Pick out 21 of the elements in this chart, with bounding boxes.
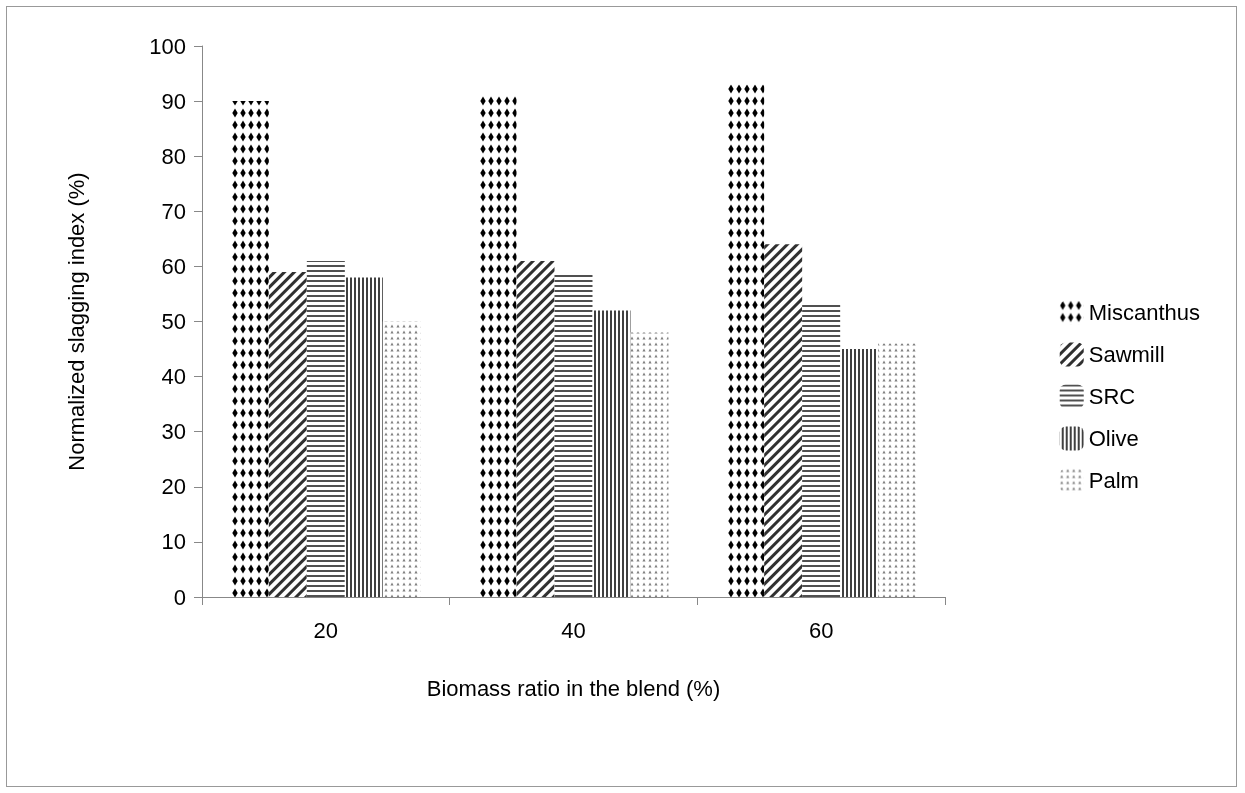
y-tick-label: 100 (149, 33, 186, 59)
y-tick-label: 0 (173, 584, 186, 610)
x-tick-label: 20 (313, 617, 339, 643)
y-tick-label: 90 (161, 88, 186, 114)
y-tick-label: 60 (161, 253, 186, 279)
x-tick-label: 60 (808, 617, 834, 643)
y-tick-label: 70 (161, 198, 186, 224)
legend-label: Sawmill (1088, 342, 1165, 367)
x-tick-label: 40 (561, 617, 586, 643)
y-tick-label: 20 (161, 474, 186, 500)
y-tick-label: 40 (161, 364, 186, 390)
x-axis-title: Biomass ratio in the blend (%) (426, 675, 721, 701)
legend-label: Miscanthus (1088, 300, 1201, 325)
y-tick-label: 80 (161, 143, 186, 169)
legend-label: Palm (1088, 468, 1139, 493)
y-tick-label: 30 (161, 419, 186, 445)
legend-label: SRC (1088, 384, 1136, 409)
y-axis-title: Normalized slagging index (%) (63, 172, 89, 471)
y-tick-label: 50 (161, 309, 186, 334)
legend-label: Olive (1088, 426, 1139, 451)
y-tick-label: 10 (161, 529, 186, 555)
